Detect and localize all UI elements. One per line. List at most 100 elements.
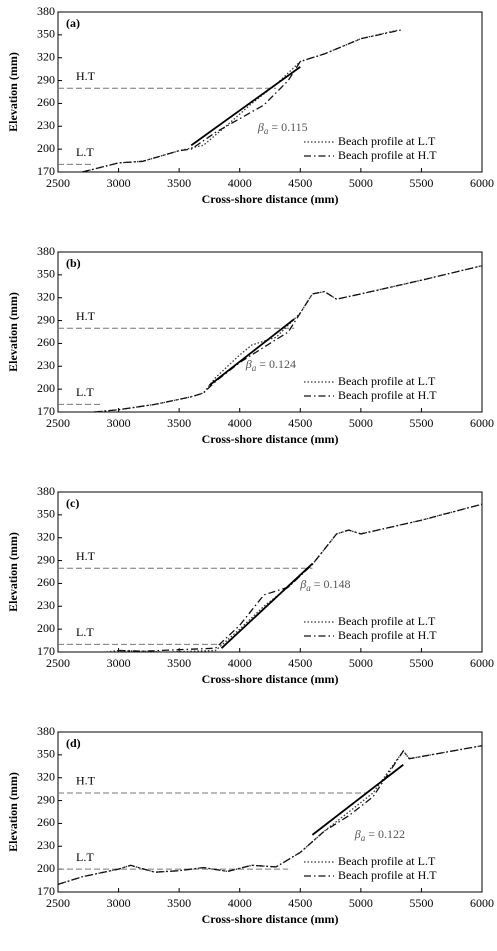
x-tick-label: 4500 [288,176,312,190]
x-tick-label: 3000 [107,656,131,670]
x-tick-label: 5500 [409,656,433,670]
x-tick-label: 6000 [470,416,494,430]
x-tick-label: 4500 [288,896,312,910]
y-tick-label: 320 [37,289,55,303]
x-tick-label: 6000 [470,656,494,670]
x-tick-label: 4500 [288,656,312,670]
beta-subscript: a [252,363,257,373]
profile-line [57,745,483,886]
y-tick-label: 230 [37,118,55,132]
y-tick-label: 200 [37,381,55,395]
x-tick-label: 5500 [409,176,433,190]
y-axis-title: Elevation (mm) [6,52,20,132]
x-tick-label: 4000 [228,416,252,430]
y-tick-label: 290 [37,72,55,86]
beta-value: = 0.122 [368,827,405,841]
x-axis-title: Cross-shore distance (mm) [202,192,339,206]
beta-subscript: a [306,583,311,593]
x-tick-label: 5000 [349,416,373,430]
y-tick-label: 230 [37,838,55,852]
y-axis-title: Elevation (mm) [6,532,20,612]
tide-label: H.T [76,549,96,563]
x-tick-label: 3500 [167,176,191,190]
plot-frame [57,251,483,413]
x-tick-label: 2500 [46,176,70,190]
panel-label: (b) [66,256,81,270]
legend-label: Beach profile at L.T [338,614,436,628]
y-axis-title: Elevation (mm) [6,292,20,372]
beta-value: = 0.115 [271,120,307,134]
slope-annotation: βa = 0.115 [257,120,308,136]
y-tick-label: 230 [37,358,55,372]
x-tick-label: 2500 [46,896,70,910]
panel-label: (a) [66,16,80,30]
y-tick-label: 380 [37,724,55,738]
fit-line [220,562,314,649]
fit-line [190,66,301,147]
y-tick-label: 200 [37,861,55,875]
beta-symbol: β [354,827,361,841]
y-tick-label: 170 [37,164,55,178]
x-tick-label: 4500 [288,416,312,430]
beta-symbol: β [245,357,252,371]
y-tick-label: 290 [37,552,55,566]
y-tick-label: 380 [37,244,55,258]
x-tick-label: 5500 [409,896,433,910]
x-tick-label: 5500 [409,416,433,430]
x-tick-label: 2500 [46,656,70,670]
x-tick-label: 5000 [349,656,373,670]
beta-value: = 0.124 [259,357,296,371]
legend-label: Beach profile at H.T [338,868,437,882]
beta-subscript: a [264,126,269,136]
x-tick-label: 2500 [46,416,70,430]
x-tick-label: 4000 [228,176,252,190]
x-tick-label: 3000 [107,896,131,910]
y-tick-label: 260 [37,815,55,829]
tide-label: L.T [76,625,94,639]
y-tick-label: 200 [37,141,55,155]
x-tick-label: 3500 [167,656,191,670]
y-tick-label: 260 [37,575,55,589]
x-tick-label: 3000 [107,176,131,190]
y-tick-label: 200 [37,621,55,635]
plot-frame [57,491,483,653]
profile-line [82,28,404,173]
x-tick-label: 3500 [167,896,191,910]
y-tick-label: 290 [37,312,55,326]
beta-symbol: β [257,120,264,134]
y-tick-label: 350 [37,507,55,521]
x-tick-label: 6000 [470,896,494,910]
y-tick-label: 260 [37,95,55,109]
y-tick-label: 170 [37,644,55,658]
y-tick-label: 380 [37,484,55,498]
tide-label: H.T [76,309,96,323]
plot-frame [57,731,483,893]
y-tick-label: 320 [37,49,55,63]
legend-label: Beach profile at H.T [338,148,437,162]
x-tick-label: 5000 [349,896,373,910]
profile-line [57,745,483,886]
y-tick-label: 260 [37,335,55,349]
slope-annotation: βa = 0.148 [299,577,350,593]
y-tick-label: 170 [37,404,55,418]
y-tick-label: 290 [37,792,55,806]
plot-frame [57,11,483,173]
legend-label: Beach profile at L.T [338,374,436,388]
tide-label: L.T [76,385,94,399]
y-tick-label: 170 [37,884,55,898]
x-tick-label: 4000 [228,896,252,910]
legend-label: Beach profile at H.T [338,388,437,402]
x-tick-label: 4000 [228,656,252,670]
x-axis-title: Cross-shore distance (mm) [202,672,339,686]
panel-label: (d) [66,736,81,750]
x-tick-label: 3000 [107,416,131,430]
legend-label: Beach profile at L.T [338,134,436,148]
fit-line [208,318,295,387]
fit-line [311,764,404,836]
x-axis-title: Cross-shore distance (mm) [202,912,339,926]
tide-label: H.T [76,774,96,788]
y-axis-title: Elevation (mm) [6,772,20,852]
y-tick-label: 350 [37,747,55,761]
x-axis-title: Cross-shore distance (mm) [202,432,339,446]
